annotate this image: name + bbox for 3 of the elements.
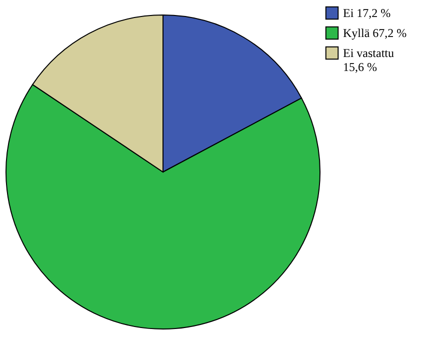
legend-label: Ei 17,2 %	[343, 6, 391, 20]
legend-label: Kyllä 67,2 %	[343, 26, 407, 40]
legend-label: Ei vastattu 15,6 %	[343, 46, 394, 74]
